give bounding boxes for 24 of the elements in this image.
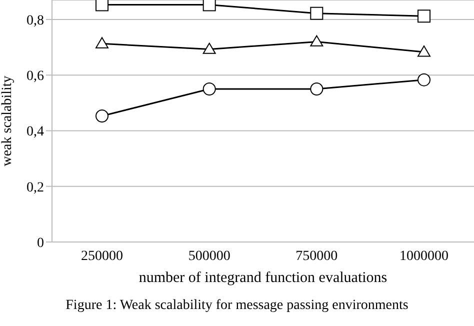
x-tick-label: 1000000 bbox=[400, 248, 448, 264]
point bbox=[202, 82, 216, 96]
point bbox=[418, 46, 430, 57]
y-tick-label: 0 bbox=[37, 236, 44, 251]
y-axis-title: weak scalability bbox=[0, 76, 15, 166]
point bbox=[96, 0, 108, 12]
y-tick-label: 0,8 bbox=[26, 13, 44, 28]
y-tick-label: 0,4 bbox=[26, 124, 44, 140]
x-tick-label: 250000 bbox=[81, 248, 123, 264]
y-tick-label: 0,6 bbox=[26, 69, 44, 84]
point bbox=[202, 42, 216, 54]
point bbox=[310, 35, 324, 46]
point bbox=[418, 73, 430, 86]
point bbox=[202, 0, 216, 12]
point bbox=[418, 10, 430, 23]
point bbox=[96, 37, 108, 48]
y-tick-label: 0,2 bbox=[26, 180, 44, 196]
x-tick-label: 500000 bbox=[188, 248, 230, 264]
point bbox=[96, 109, 108, 122]
x-tick-label: 750000 bbox=[296, 248, 338, 264]
caption: Figure 1: Weak scalability for message passing environments bbox=[64, 298, 410, 314]
point bbox=[310, 6, 324, 20]
x-axis-title: number of integrand function evaluations bbox=[138, 270, 388, 286]
point bbox=[310, 82, 324, 96]
